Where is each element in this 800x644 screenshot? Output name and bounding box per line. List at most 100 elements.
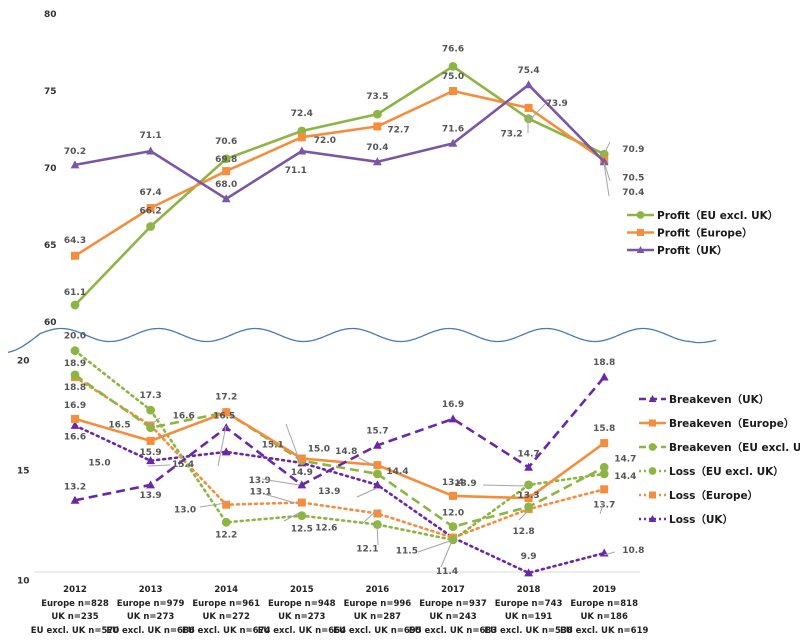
- series-breakeven-uk: [70, 372, 609, 504]
- data-label: 16.6: [64, 433, 86, 443]
- legend-profit: Profit（EU excl. UK） Profit（Europe） Profit（…: [627, 209, 778, 257]
- leader-line: [376, 522, 379, 546]
- data-point: [524, 480, 533, 490]
- leader-line: [285, 423, 301, 463]
- x-category-2019: 2019 Europe n=818 UK n=186 EU excl. UK n=61…: [560, 585, 649, 636]
- data-label: 76.6: [442, 44, 464, 54]
- data-label: 12.0: [442, 509, 464, 519]
- y-tick-label: 20: [17, 357, 30, 367]
- data-label: 13.0: [174, 506, 196, 516]
- x-label-europe-n: Europe n=937: [419, 599, 487, 609]
- data-point: [448, 535, 458, 545]
- data-label: 13.2: [64, 482, 86, 492]
- data-label: 13.9: [454, 479, 476, 489]
- leader-line: [356, 487, 378, 498]
- data-label: 12.8: [512, 527, 534, 537]
- data-point: [373, 122, 382, 131]
- data-point: [524, 462, 533, 471]
- legend-marker: [648, 515, 657, 522]
- series-line: [74, 65, 605, 307]
- x-label-uk-n: UK n=273: [278, 612, 325, 622]
- data-label: 73.9: [546, 99, 568, 109]
- leader-line: [149, 417, 161, 426]
- data-label: 73.2: [500, 130, 522, 140]
- x-label-year: 2015: [290, 585, 314, 595]
- y-tick-label: 60: [44, 318, 57, 328]
- x-axis-labels: 2012 Europe n=828 UK n=235 EU excl. UK n=57…: [31, 585, 649, 636]
- x-label-europe-n: Europe n=948: [268, 599, 336, 609]
- data-label: 13.9: [139, 491, 161, 501]
- axis-break-wave: [7, 327, 717, 354]
- leader-line: [527, 103, 546, 123]
- data-point: [70, 370, 80, 380]
- data-point: [146, 423, 156, 433]
- y-tick-label: 75: [44, 87, 57, 97]
- data-point: [146, 204, 155, 213]
- data-label: 11.5: [396, 547, 418, 557]
- data-point: [524, 80, 533, 89]
- data-label: 72.7: [387, 125, 409, 135]
- data-label: 15.8: [593, 424, 615, 434]
- x-category-2016: 2016 Europe n=996 UK n=287 EU excl. UK n=69…: [333, 585, 422, 636]
- y-tick-label: 80: [44, 10, 57, 20]
- data-label: 18.8: [64, 383, 86, 393]
- series-line: [74, 373, 605, 529]
- data-label: 14.7: [614, 454, 636, 464]
- data-label: 70.5: [622, 173, 644, 183]
- data-label: 16.5: [213, 412, 235, 422]
- legend-label: Profit（Europe）: [657, 227, 753, 240]
- leader-line: [518, 510, 529, 521]
- data-label: 9.9: [521, 552, 537, 562]
- data-point: [373, 440, 382, 449]
- x-label-eu-excl-uk-n: EU excl. UK n=664: [258, 626, 347, 636]
- x-category-2014: 2014 Europe n=961 UK n=272 EU excl. UK n=67…: [182, 585, 271, 636]
- leader-line: [217, 425, 227, 467]
- data-point: [373, 469, 382, 479]
- series-line: [74, 83, 606, 201]
- data-label: 15.0: [88, 459, 110, 469]
- x-label-year: 2018: [517, 585, 541, 595]
- legend-item-profit-eu-excl-uk: Profit（EU excl. UK）: [627, 209, 778, 222]
- data-point: [373, 480, 382, 489]
- x-label-eu-excl-uk-n: EU excl. UK n=686: [106, 626, 195, 636]
- legend-label: Loss（UK）: [669, 513, 733, 526]
- data-label: 18.9: [64, 359, 86, 369]
- series-profit-eu-excl-uk: [70, 61, 609, 310]
- x-label-year: 2016: [366, 585, 390, 595]
- data-label: 67.4: [139, 188, 161, 198]
- data-label: 15.0: [308, 445, 330, 455]
- series-line: [73, 424, 606, 575]
- data-point: [71, 251, 79, 260]
- data-point: [221, 517, 231, 527]
- data-point: [146, 436, 155, 445]
- data-label: 71.1: [139, 131, 161, 141]
- leader-line: [599, 501, 605, 515]
- legend-marker: [637, 229, 644, 236]
- data-point: [70, 346, 80, 356]
- legend-label: Profit（EU excl. UK）: [657, 209, 778, 222]
- x-label-europe-n: Europe n=996: [344, 599, 412, 609]
- series-line: [74, 89, 605, 257]
- data-point: [599, 372, 609, 381]
- x-label-year: 2014: [214, 585, 238, 595]
- data-point: [222, 500, 231, 509]
- legend-marker: [649, 491, 656, 499]
- legend-marker: [648, 395, 657, 402]
- x-category-2013: 2013 Europe n=979 UK n=273 EU excl. UK n=68…: [106, 585, 195, 636]
- legend-item-profit-europe: Profit（Europe）: [627, 227, 753, 240]
- legend-marker: [648, 467, 657, 475]
- data-label: 15.7: [366, 426, 388, 436]
- data-point: [146, 146, 155, 155]
- data-label: 14.4: [614, 472, 636, 482]
- data-point: [373, 509, 382, 518]
- data-point: [297, 454, 306, 463]
- x-label-uk-n: UK n=191: [505, 612, 552, 622]
- legend-item-profit-uk: Profit（UK）: [627, 244, 728, 257]
- series-line: [73, 375, 606, 540]
- data-label: 15.4: [172, 460, 194, 470]
- data-label: 18.8: [593, 358, 615, 368]
- data-point: [297, 511, 307, 521]
- data-point: [524, 114, 533, 124]
- x-label-eu-excl-uk-n: EU excl. UK n=683: [409, 626, 498, 636]
- data-point: [222, 408, 231, 417]
